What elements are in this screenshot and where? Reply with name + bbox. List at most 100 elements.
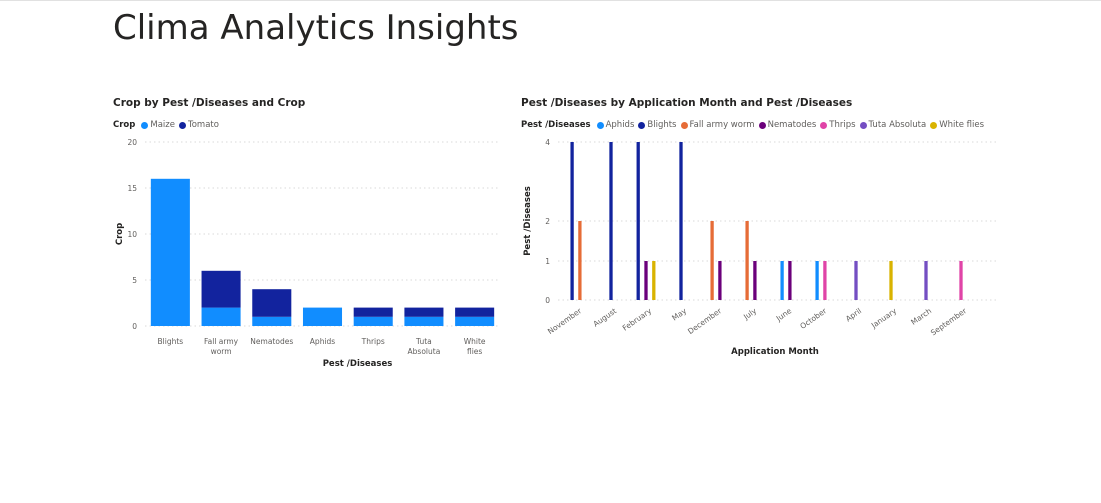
y-tick-label: 0 <box>132 322 137 331</box>
legend-item-nematodes[interactable]: Nematodes <box>758 120 817 130</box>
bar-tuta-absoluta-march <box>924 261 928 300</box>
y-tick-label: 20 <box>127 138 137 147</box>
page-title: Clima Analytics Insights <box>113 8 519 48</box>
x-tick-label: April <box>844 306 863 323</box>
x-tick-label: December <box>686 306 724 336</box>
bar-nematodes-july <box>753 261 757 300</box>
legend-item-white-flies[interactable]: White flies <box>930 120 984 130</box>
legend-dot <box>178 121 186 129</box>
bar-thrips-october <box>823 261 827 300</box>
legend-dot <box>680 121 688 129</box>
legend-label: Tuta Absoluta <box>868 120 927 130</box>
bar-tomato-thrips <box>353 307 393 317</box>
x-tick-label: August <box>591 306 618 328</box>
x-tick-label: March <box>909 306 933 327</box>
bar-maize-blights <box>150 178 190 326</box>
y-tick-label: 4 <box>545 138 550 147</box>
bar-blights-may <box>679 142 683 300</box>
x-tick-label: May <box>670 306 688 323</box>
legend-dot <box>930 121 938 129</box>
bar-maize-white-flies <box>455 316 495 326</box>
legend-label: Aphids <box>605 120 635 130</box>
legend-item-aphids[interactable]: Aphids <box>596 120 635 130</box>
bar-aphids-october <box>815 261 819 300</box>
y-tick-label: 15 <box>127 184 137 193</box>
legend-label: Thrips <box>829 120 856 130</box>
x-tick-label: Aphids <box>310 337 335 346</box>
bar-fall-army-worm-december <box>710 221 714 300</box>
bar-thrips-september <box>959 261 963 300</box>
legend-dot <box>638 121 646 129</box>
legend-dot <box>758 121 766 129</box>
x-tick-label: Fall army worm <box>204 337 239 356</box>
legend-dot <box>141 121 149 129</box>
x-tick-label: Thrips <box>361 337 385 346</box>
y-tick-label: 1 <box>545 257 550 266</box>
legend-item-blights[interactable]: Blights <box>638 120 677 130</box>
bar-tomato-tuta-absoluta <box>404 307 444 317</box>
x-tick-label: January <box>869 306 899 331</box>
legend-item-tomato[interactable]: Tomato <box>178 120 219 130</box>
chart2-legend: Pest /Diseases Aphids Blights Fall army wor… <box>521 120 988 130</box>
bar-fall-army-worm-november <box>578 221 582 300</box>
bar-tomato-white-flies <box>455 307 495 317</box>
legend-title: Pest /Diseases <box>521 120 591 130</box>
crop-stacked-bar-chart: 0 5 10 15 20 Blights Fall army worm Nematodes Aph… <box>115 138 500 369</box>
x-tick-label: Nematodes <box>250 337 293 346</box>
x-tick-label: February <box>621 306 654 333</box>
bar-tuta-absoluta-april <box>854 261 858 300</box>
x-axis-title: Application Month <box>731 347 819 357</box>
bar-maize-thrips <box>353 316 393 326</box>
y-tick-label: 5 <box>132 276 137 285</box>
chart1-title: Crop by Pest /Diseases and Crop <box>113 97 306 109</box>
bar-white-flies-january <box>889 261 893 300</box>
x-tick-label: Tuta Absoluta <box>408 337 441 356</box>
bar-maize-aphids <box>302 307 343 326</box>
x-tick-label: October <box>798 306 828 331</box>
legend-dot <box>596 121 604 129</box>
x-tick-label: July <box>741 306 758 322</box>
legend-item-thrips[interactable]: Thrips <box>820 120 856 130</box>
y-axis-title: Pest /Diseases <box>523 186 533 256</box>
legend-title: Crop <box>113 120 136 130</box>
y-tick-label: 2 <box>545 217 550 226</box>
top-divider <box>0 0 1101 1</box>
x-tick-label: White flies <box>464 337 486 356</box>
x-tick-label: June <box>774 306 794 324</box>
legend-label: Blights <box>647 120 677 130</box>
x-axis-title: Pest /Diseases <box>323 359 393 369</box>
x-tick-label: November <box>546 306 584 336</box>
y-tick-label: 10 <box>127 230 137 239</box>
bar-white-flies-february <box>652 261 656 300</box>
bar-nematodes-february <box>644 261 648 300</box>
bar-blights-november <box>570 142 574 300</box>
x-tick-label: Blights <box>158 337 184 346</box>
bar-aphids-june <box>780 261 784 300</box>
legend-label: Nematodes <box>767 120 817 130</box>
bar-blights-february <box>636 142 640 300</box>
legend-label: Maize <box>150 120 175 130</box>
chart2-title: Pest /Diseases by Application Month and … <box>521 97 853 109</box>
legend-dot <box>820 121 828 129</box>
legend-item-tuta-absoluta[interactable]: Tuta Absoluta <box>859 120 927 130</box>
legend-label: Fall army worm <box>689 120 755 130</box>
bar-tomato-fall-army-worm <box>201 270 241 308</box>
bar-tomato-nematodes <box>252 289 292 317</box>
y-tick-label: 0 <box>545 296 550 305</box>
legend-label: Tomato <box>187 120 219 130</box>
bar-blights-august <box>609 142 613 300</box>
bar-maize-nematodes <box>252 316 292 326</box>
bar-fall-army-worm-july <box>745 221 749 300</box>
legend-item-fall-army-worm[interactable]: Fall army worm <box>680 120 755 130</box>
x-tick-label: September <box>929 306 969 338</box>
y-axis-title: Crop <box>115 223 125 245</box>
legend-label: White flies <box>939 120 984 130</box>
legend-dot <box>859 121 867 129</box>
bar-maize-tuta-absoluta <box>404 316 444 326</box>
legend-item-maize[interactable]: Maize <box>141 120 175 130</box>
bar-nematodes-june <box>788 261 792 300</box>
bar-nematodes-december <box>718 261 722 300</box>
chart1-legend: Crop Maize Tomato <box>113 120 223 130</box>
bar-maize-fall-army-worm <box>201 307 241 326</box>
